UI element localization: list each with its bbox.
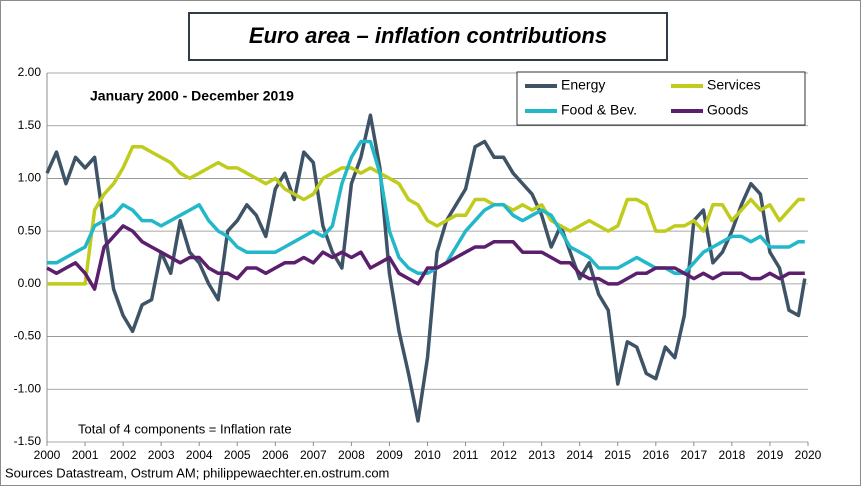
x-tick-label: 2014 [566,448,593,462]
subtitle: January 2000 - December 2019 [90,88,294,104]
y-tick-label: 1.00 [18,171,42,185]
x-tick-label: 2015 [604,448,631,462]
x-tick-label: 2001 [72,448,99,462]
x-tick-label: 2003 [148,448,175,462]
legend-label: Food & Bev. [561,102,637,118]
series-line [47,145,805,286]
annotation: Total of 4 components = Inflation rate [78,421,292,436]
x-tick-label: 2000 [34,448,61,462]
series-line [46,224,805,291]
x-tick-label: 2004 [186,448,213,462]
legend-label: Energy [561,77,605,93]
y-tick-label: -1.50 [14,434,42,448]
y-tick-label: -0.50 [14,329,42,343]
x-tick-label: 2007 [300,448,327,462]
x-tick-label: 2018 [719,448,746,462]
x-tick-label: 2005 [224,448,251,462]
legend-box [516,71,806,126]
x-tick-label: 2017 [680,448,707,462]
x-tick-label: 2019 [757,448,784,462]
x-tick-label: 2002 [110,448,137,462]
series-line [45,113,807,423]
x-tick-label: 2020 [795,448,822,462]
x-tick-label: 2013 [528,448,555,462]
source: Sources Datastream, Ostrum AM; philippew… [5,465,389,480]
y-tick-label: -1.00 [14,381,42,395]
x-tick-label: 2016 [642,448,669,462]
x-tick-label: 2006 [262,448,289,462]
chart-title: Euro area – inflation contributions [249,23,607,48]
x-tick-label: 2009 [376,448,403,462]
legend-label: Goods [707,102,748,118]
x-tick-label: 2011 [453,448,479,462]
y-tick-label: 0.00 [18,276,42,290]
legend: Energy Services Food & Bev. Goods [516,71,806,126]
y-tick-label: 1.50 [18,118,42,132]
legend-label: Services [707,77,761,93]
x-tick-label: 2008 [338,448,365,462]
x-tick-label: 2012 [490,448,517,462]
y-tick-label: 2.00 [18,65,42,79]
y-tick-label: 0.50 [18,223,42,237]
title-box [188,12,668,61]
x-tick-label: 2010 [414,448,441,462]
